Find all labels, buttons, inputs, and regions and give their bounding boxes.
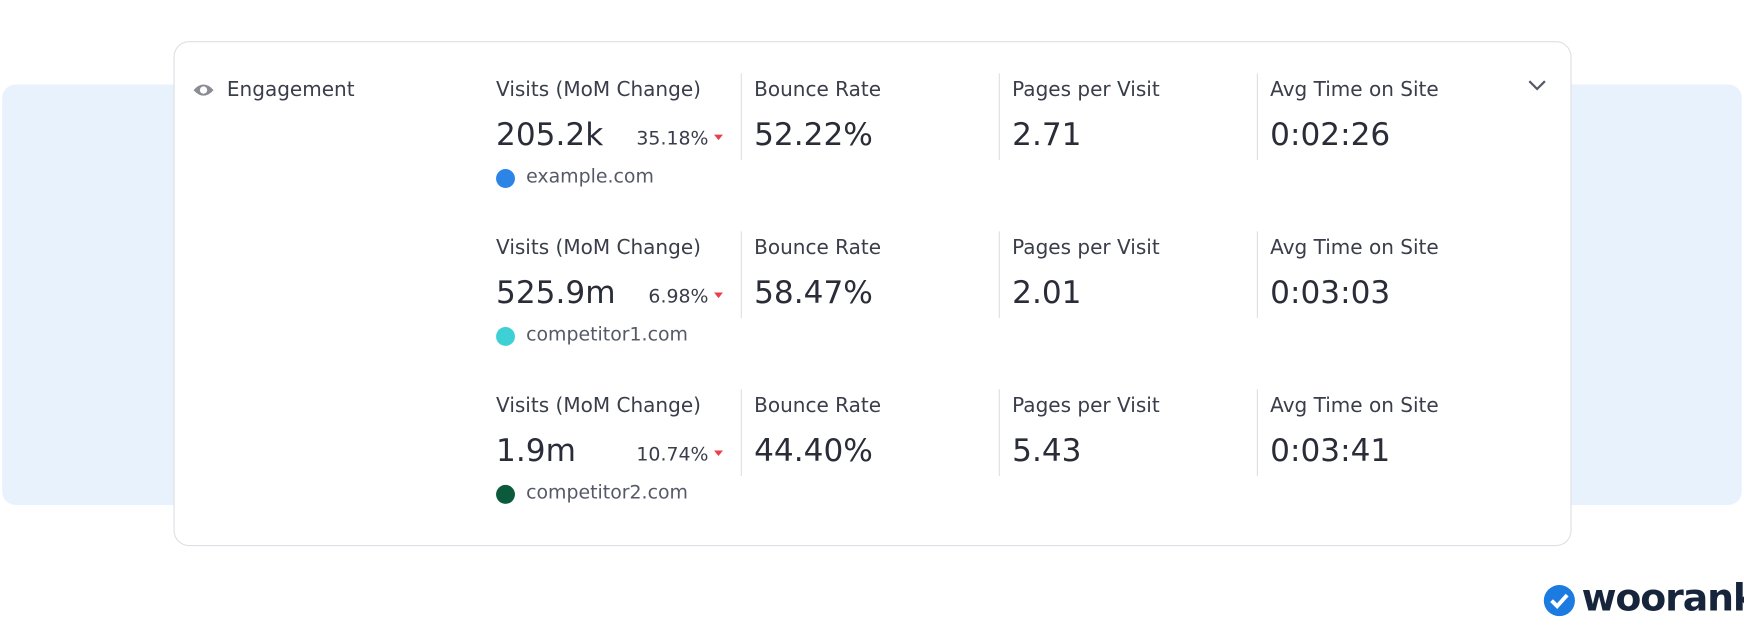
metric-value: 52.22% [754,116,873,153]
column-divider [998,231,1000,319]
metric-value: 44.40% [754,432,873,469]
column-divider [998,389,1000,477]
metric-value: 0:03:03 [1270,274,1391,311]
column-divider [1256,389,1258,477]
metric-label: Bounce Rate [754,78,882,102]
column-divider [740,389,742,477]
collapse-toggle[interactable] [1527,78,1547,94]
panel-title: Engagement [226,78,355,102]
metric-label: Pages per Visit [1012,236,1160,260]
decrease-arrow [714,450,723,457]
engagement-card [173,41,1572,547]
metric-value: 1.9m [496,432,576,469]
metric-value: 205.2k [496,116,604,153]
metric-label: Visits (MoM Change) [496,78,701,102]
brand-logo: woorank [1581,576,1744,621]
metric-label: Visits (MoM Change) [496,394,701,418]
decrease-arrow [714,292,723,299]
site-color-dot [496,484,515,504]
site-color-dot [496,169,515,188]
column-divider [740,73,742,161]
site-color-dot [496,326,515,346]
metric-value: 2.01 [1012,274,1082,311]
metric-label: Avg Time on Site [1270,78,1439,102]
metric-value: 5.43 [1012,432,1082,469]
mom-change: 10.74% [636,443,709,467]
site-name: competitor2.com [526,481,688,504]
site-name: example.com [526,165,654,188]
metric-value: 2.71 [1012,116,1082,153]
column-divider [740,231,742,319]
metric-label: Pages per Visit [1012,394,1160,418]
metric-label: Avg Time on Site [1270,394,1439,418]
brand-icon [1543,585,1575,617]
metric-value: 0:02:26 [1270,116,1391,153]
site-name: competitor1.com [526,323,688,346]
eye-icon [193,84,214,96]
metric-label: Pages per Visit [1012,78,1160,102]
column-divider [1256,73,1258,161]
metric-label: Avg Time on Site [1270,236,1439,260]
decrease-arrow [714,134,723,141]
metric-value: 58.47% [754,274,873,311]
metric-value: 525.9m [496,274,616,311]
metric-value: 0:03:41 [1270,432,1391,469]
metric-label: Bounce Rate [754,394,882,418]
mom-change: 35.18% [636,127,709,151]
column-divider [1256,231,1258,319]
metric-label: Bounce Rate [754,236,882,260]
mom-change: 6.98% [648,285,709,309]
metric-label: Visits (MoM Change) [496,236,701,260]
column-divider [998,73,1000,161]
